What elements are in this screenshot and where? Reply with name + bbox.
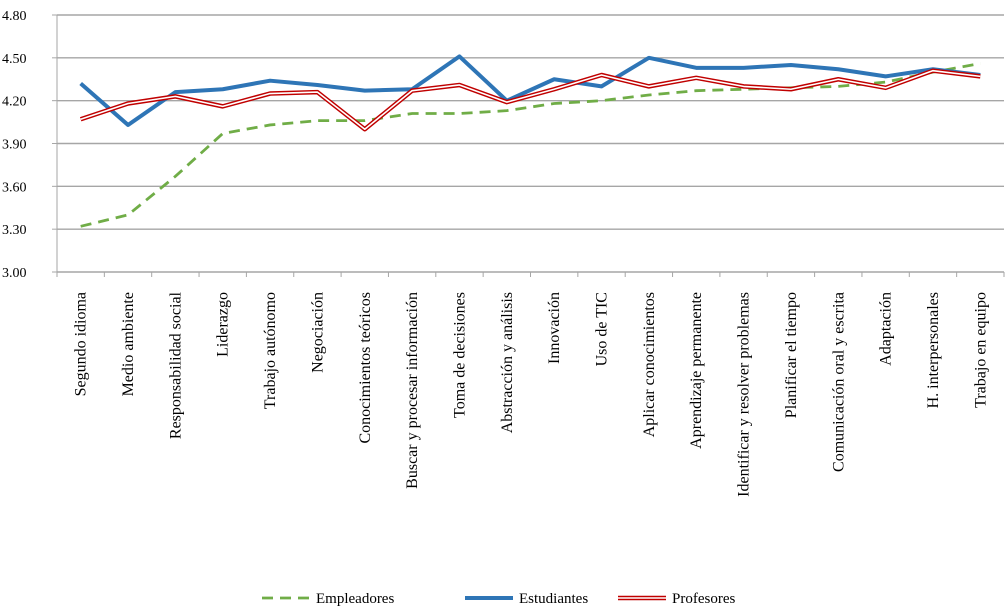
x-category-label: Segundo idioma bbox=[73, 292, 90, 396]
x-category-label: H. interpersonales bbox=[925, 292, 942, 408]
x-category-label: Trabajo autónomo bbox=[262, 292, 279, 409]
x-category-label: Adaptación bbox=[878, 292, 895, 366]
series-lines bbox=[79, 54, 981, 228]
x-category-label: Innovación bbox=[546, 292, 563, 364]
x-category-label: Uso de TIC bbox=[594, 292, 611, 366]
x-category-label: Negociación bbox=[309, 292, 326, 373]
x-category-label: Medio ambiente bbox=[120, 292, 137, 396]
y-tick-label: 4.80 bbox=[2, 9, 27, 24]
y-tick-label: 3.90 bbox=[2, 138, 27, 153]
series-line-profesores bbox=[79, 68, 981, 132]
legend: Empleadores Estudiantes Profesores bbox=[262, 591, 735, 607]
x-category-label: Trabajo en equipo bbox=[972, 292, 989, 408]
y-tick-label: 3.60 bbox=[2, 180, 27, 195]
y-tick-label: 3.00 bbox=[2, 266, 27, 281]
x-category-label: Abstracción y análisis bbox=[499, 292, 516, 433]
y-tick-label: 3.30 bbox=[2, 223, 27, 238]
x-category-label: Buscar y procesar información bbox=[404, 292, 421, 489]
x-category-label: Planificar el tiempo bbox=[783, 292, 800, 418]
x-axis-category-labels: Segundo idioma Medio ambiente Responsabili… bbox=[73, 291, 990, 496]
x-category-label: Toma de decisiones bbox=[451, 292, 468, 418]
y-axis-tick-labels: 3.00 3.30 3.60 3.90 4.20 4.50 4.80 bbox=[2, 9, 27, 281]
series-line-profesores-inner bbox=[80, 69, 981, 131]
legend-label-empleadores: Empleadores bbox=[316, 591, 394, 607]
x-category-label: Aplicar conocimientos bbox=[641, 292, 658, 437]
x-category-label: Conocimientos teóricos bbox=[357, 292, 374, 444]
legend-label-profesores: Profesores bbox=[672, 591, 735, 607]
x-category-label: Responsabilidad social bbox=[167, 291, 184, 439]
y-tick-label: 4.20 bbox=[2, 95, 27, 110]
x-category-label: Identificar y resolver problemas bbox=[736, 292, 753, 497]
axes bbox=[52, 14, 1005, 277]
series-line-empleadores bbox=[80, 62, 981, 228]
series-line-estudiantes bbox=[79, 54, 981, 127]
x-category-label: Liderazgo bbox=[215, 292, 232, 357]
x-category-label: Comunicación oral y escrita bbox=[830, 292, 847, 472]
x-category-label: Aprendizaje permanente bbox=[688, 292, 705, 449]
y-tick-label: 4.50 bbox=[2, 52, 27, 67]
gridlines bbox=[57, 14, 1004, 273]
legend-label-estudiantes: Estudiantes bbox=[519, 591, 588, 607]
